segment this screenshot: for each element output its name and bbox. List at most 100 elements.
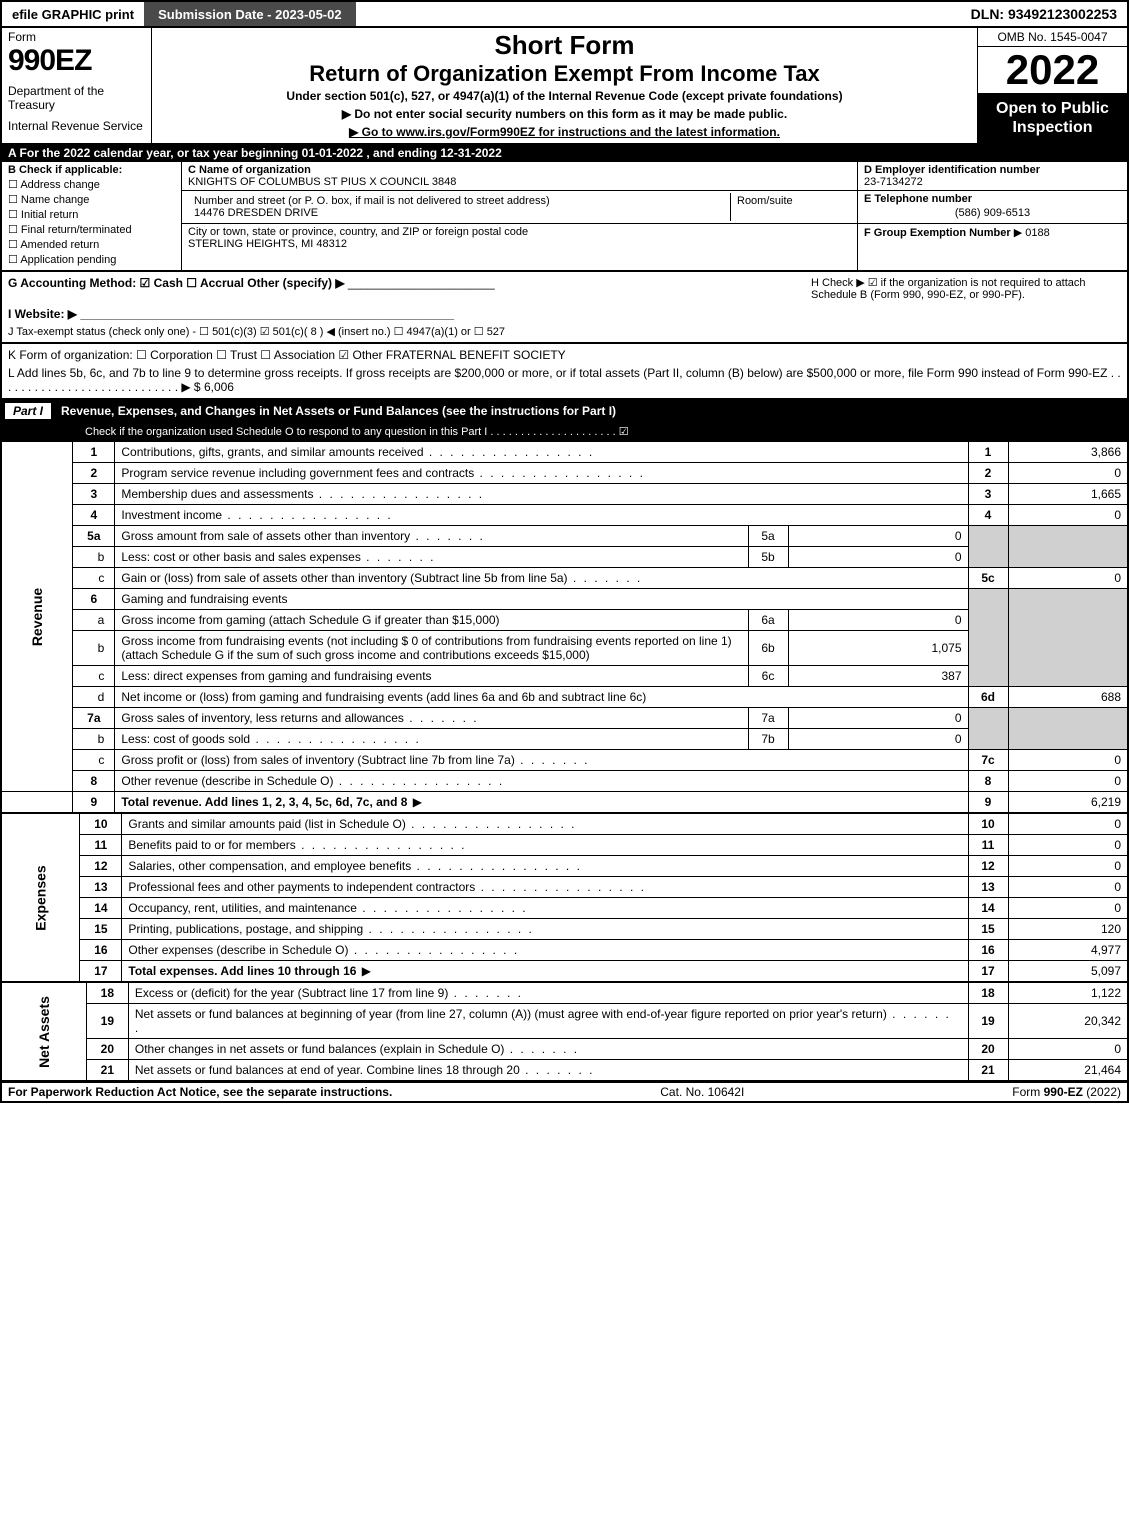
side-revenue: Revenue [1,442,73,792]
line-14-desc: Occupancy, rent, utilities, and maintena… [128,901,527,915]
street-label: Number and street (or P. O. box, if mail… [194,195,550,207]
footer: For Paperwork Reduction Act Notice, see … [0,1082,1129,1103]
line-6c-mv: 387 [788,666,968,687]
line-21-num: 21 [86,1060,128,1082]
line-5b-mv: 0 [788,547,968,568]
header-center: Short Form Return of Organization Exempt… [152,28,977,143]
line-6a-mv: 0 [788,610,968,631]
line-4-val: 0 [1008,505,1128,526]
cb-application-pending[interactable]: Application pending [8,253,175,266]
line-19-desc: Net assets or fund balances at beginning… [135,1007,951,1035]
goto-link[interactable]: ▶ Go to www.irs.gov/Form990EZ for instru… [160,125,969,139]
return-title: Return of Organization Exempt From Incom… [160,61,969,87]
line-17-num: 17 [80,961,122,982]
line-9-lnum: 9 [968,792,1008,813]
line-5c-val: 0 [1008,568,1128,589]
line-7a-num: 7a [73,708,115,729]
line-7b-mv: 0 [788,729,968,750]
cb-address-change[interactable]: Address change [8,178,175,191]
d-label: D Employer identification number [864,164,1040,176]
line-21-desc: Net assets or fund balances at end of ye… [135,1063,595,1077]
line-6d-val: 688 [1008,687,1128,708]
line-7b-ml: 7b [748,729,788,750]
line-1-val: 3,866 [1008,442,1128,463]
line-3-desc: Membership dues and assessments [121,487,484,501]
line-15-num: 15 [80,919,122,940]
line-13-desc: Professional fees and other payments to … [128,880,646,894]
line-11-num: 11 [80,835,122,856]
line-5a-num: 5a [73,526,115,547]
line-21-val: 21,464 [1008,1060,1128,1082]
line-7c-val: 0 [1008,750,1128,771]
top-bar: efile GRAPHIC print Submission Date - 20… [0,0,1129,28]
line-5a-mv: 0 [788,526,968,547]
line-18-val: 1,122 [1008,983,1128,1004]
line-20-num: 20 [86,1039,128,1060]
h-schedule-b: H Check ▶ ☑ if the organization is not r… [811,276,1121,301]
l-gross-receipts: L Add lines 5b, 6c, and 7b to line 9 to … [8,366,1121,394]
line-12-lnum: 12 [968,856,1008,877]
line-7a-desc: Gross sales of inventory, less returns a… [121,711,478,725]
shade-5v [1008,526,1128,568]
cb-name-change[interactable]: Name change [8,193,175,206]
line-1-num: 1 [73,442,115,463]
line-6d-desc: Net income or (loss) from gaming and fun… [115,687,968,708]
line-6-num: 6 [73,589,115,610]
header-left: Form 990EZ Department of the Treasury In… [2,28,152,143]
submission-date: Submission Date - 2023-05-02 [144,2,356,26]
line-5a-ml: 5a [748,526,788,547]
line-10-desc: Grants and similar amounts paid (list in… [128,817,576,831]
part-i-title: Revenue, Expenses, and Changes in Net As… [61,404,616,418]
form-number: 990EZ [8,44,145,78]
line-4-desc: Investment income [121,508,392,522]
line-9-desc: Total revenue. Add lines 1, 2, 3, 4, 5c,… [121,795,407,809]
line-6d-num: d [73,687,115,708]
shade-6 [968,589,1008,687]
expenses-table: Expenses 10 Grants and similar amounts p… [0,813,1129,982]
form-header: Form 990EZ Department of the Treasury In… [0,28,1129,144]
line-20-lnum: 20 [968,1039,1008,1060]
line-5c-num: c [73,568,115,589]
line-8-desc: Other revenue (describe in Schedule O) [121,774,504,788]
line-14-lnum: 14 [968,898,1008,919]
line-10-lnum: 10 [968,814,1008,835]
line-7c-lnum: 7c [968,750,1008,771]
tax-year: 2022 [978,47,1127,93]
city-label: City or town, state or province, country… [188,226,528,238]
room-suite-label: Room/suite [731,193,851,221]
line-6a-ml: 6a [748,610,788,631]
line-2-val: 0 [1008,463,1128,484]
line-17-lnum: 17 [968,961,1008,982]
line-3-num: 3 [73,484,115,505]
group-exemption-value: ▶ 0188 [1014,227,1050,239]
line-6a-num: a [73,610,115,631]
section-c: C Name of organization KNIGHTS OF COLUMB… [182,162,857,270]
line-21-lnum: 21 [968,1060,1008,1082]
b-label: B Check if applicable: [8,164,175,176]
open-to-public: Open to Public Inspection [978,93,1127,143]
cb-final-return[interactable]: Final return/terminated [8,223,175,236]
line-16-num: 16 [80,940,122,961]
line-3-val: 1,665 [1008,484,1128,505]
revenue-table: Revenue 1 Contributions, gifts, grants, … [0,441,1129,813]
line-8-num: 8 [73,771,115,792]
line-16-lnum: 16 [968,940,1008,961]
section-kl: K Form of organization: ☐ Corporation ☐ … [0,344,1129,400]
cb-initial-return[interactable]: Initial return [8,208,175,221]
part-i-header: Part I Revenue, Expenses, and Changes in… [0,400,1129,422]
efile-label[interactable]: efile GRAPHIC print [2,2,144,26]
header-right: OMB No. 1545-0047 2022 Open to Public In… [977,28,1127,143]
line-7c-num: c [73,750,115,771]
under-section: Under section 501(c), 527, or 4947(a)(1)… [160,89,969,103]
line-4-num: 4 [73,505,115,526]
shade-7v [1008,708,1128,750]
line-16-val: 4,977 [1008,940,1128,961]
side-net-assets: Net Assets [1,983,86,1082]
line-6a-desc: Gross income from gaming (attach Schedul… [115,610,748,631]
i-website: I Website: ▶ ___________________________… [8,307,1121,321]
cb-amended-return[interactable]: Amended return [8,238,175,251]
line-3-lnum: 3 [968,484,1008,505]
footer-cat: Cat. No. 10642I [392,1085,1012,1099]
line-9-val: 6,219 [1008,792,1128,813]
part-i-tag: Part I [5,403,51,419]
